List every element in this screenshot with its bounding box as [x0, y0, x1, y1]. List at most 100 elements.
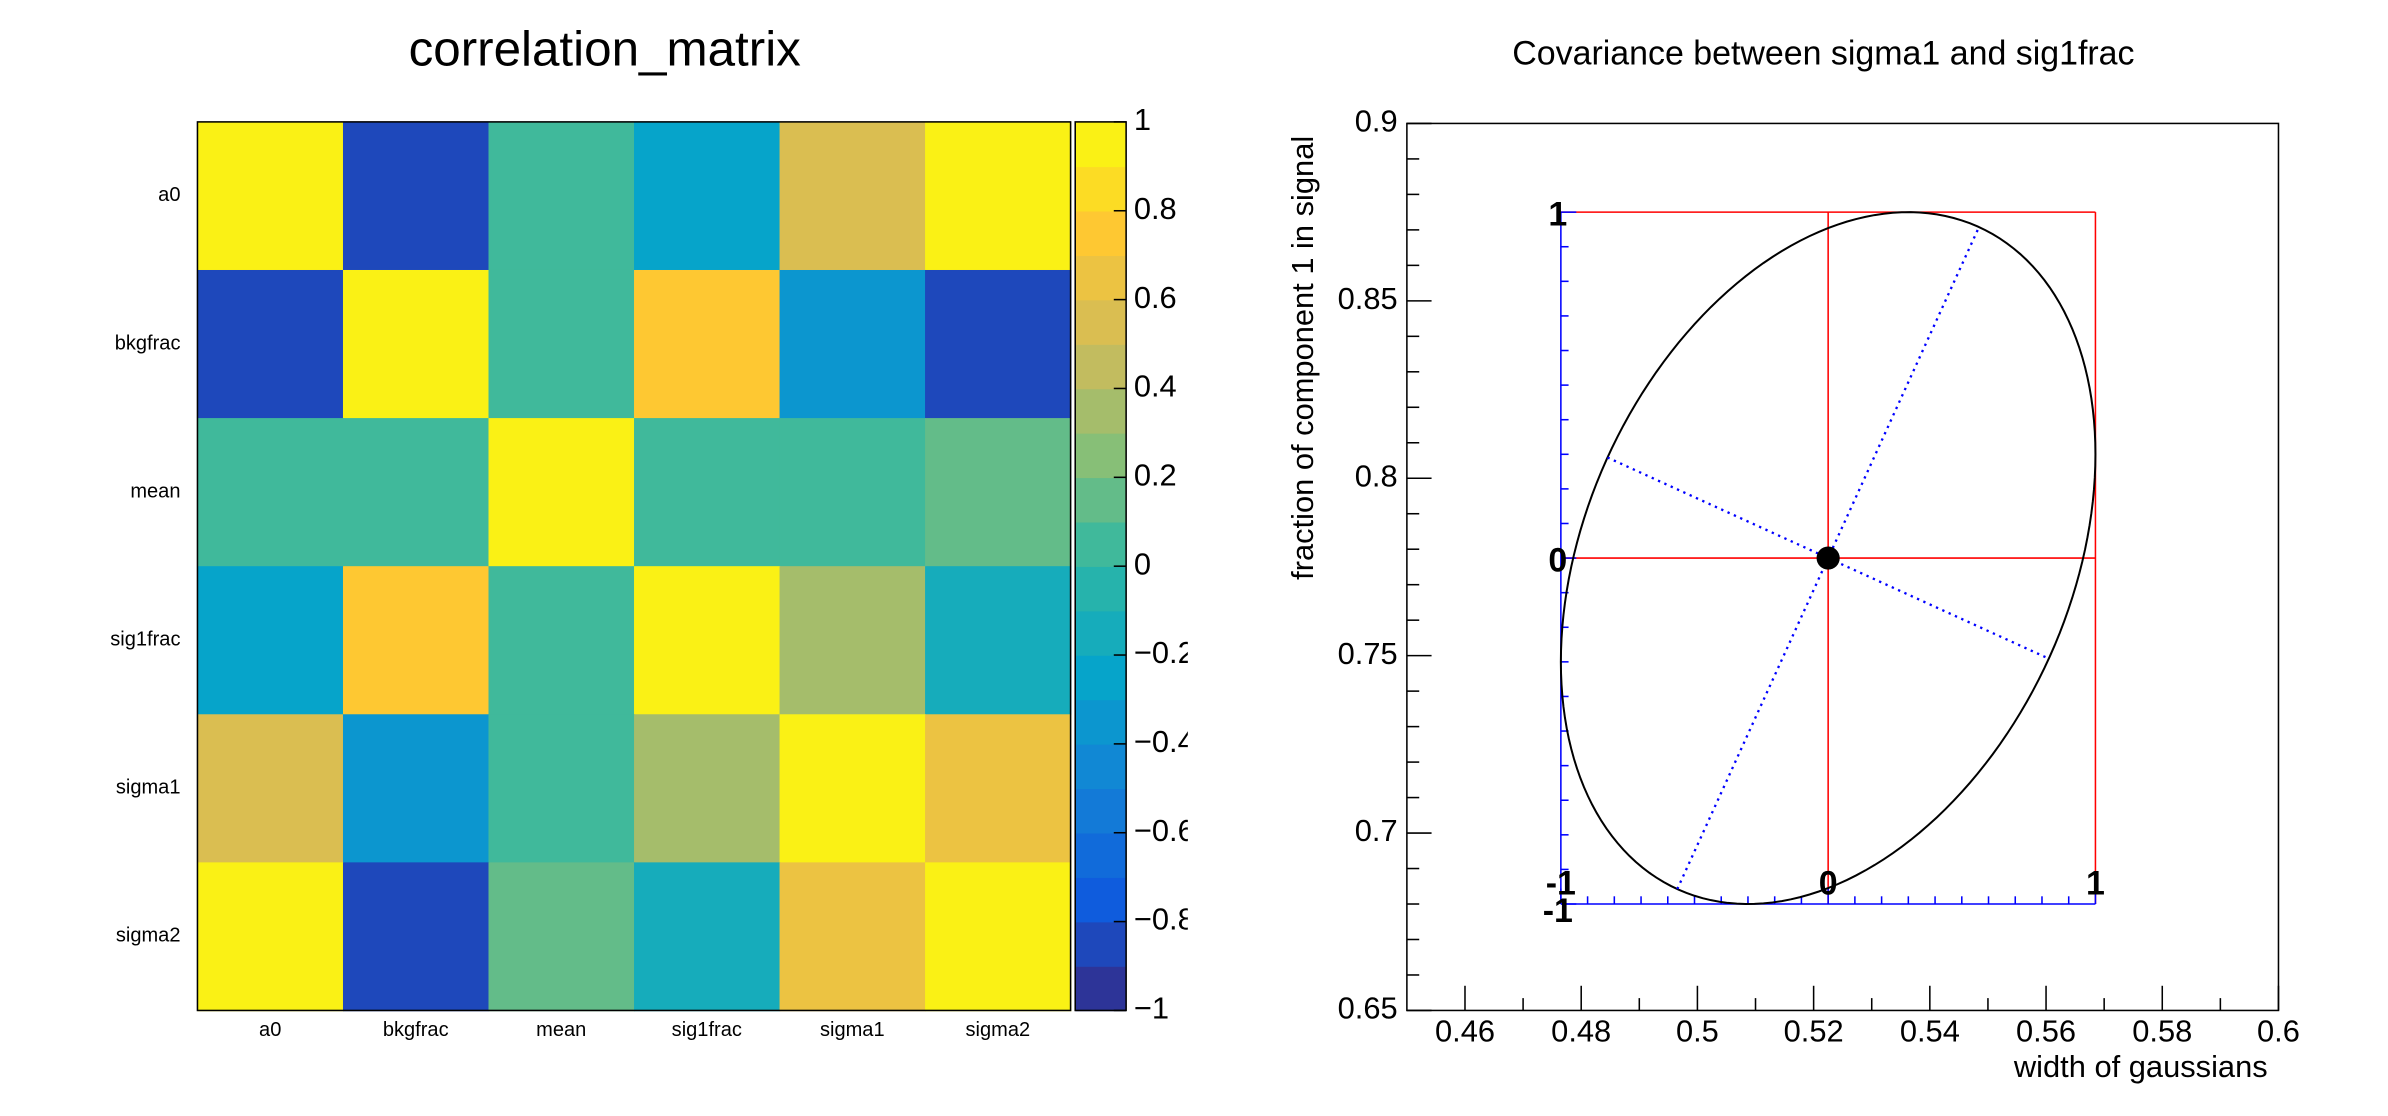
colorbar-label: 0	[1134, 546, 1151, 581]
error-ellipse	[1559, 211, 2097, 906]
colorbar-band	[1075, 432, 1127, 479]
heatmap-cell	[342, 862, 490, 1012]
colorbar-band	[1075, 699, 1127, 745]
heatmap-cell	[634, 418, 781, 567]
heatmap-cell	[634, 862, 781, 1012]
x-tick-label: 0.54	[1900, 1014, 1960, 1049]
colorbar-band	[1075, 655, 1127, 701]
inner-y-tick-label: -1	[1543, 892, 1573, 930]
x-tick-label: 0.46	[1435, 1014, 1495, 1049]
x-tick-label: bkgfrac	[383, 1019, 449, 1041]
colorbar-band	[1075, 832, 1127, 878]
heatmap-cell	[197, 566, 344, 716]
colorbar-band	[1075, 344, 1127, 390]
y-tick-label: 0.65	[1338, 991, 1398, 1026]
heatmap-cell	[634, 269, 781, 419]
heatmap-cell	[634, 566, 781, 716]
colorbar-label: 0.6	[1134, 280, 1177, 315]
colorbar-band	[1075, 388, 1127, 434]
heatmap-cell	[925, 862, 1072, 1012]
heatmap-cell	[779, 862, 926, 1012]
colorbar-label: −0.8	[1134, 902, 1195, 937]
heatmap-title: correlation_matrix	[409, 22, 802, 77]
covariance-title: Covariance between sigma1 and sig1frac	[1512, 35, 2134, 73]
colorbar-label: −0.6	[1134, 813, 1195, 848]
heatmap-cell	[342, 121, 490, 271]
colorbar-label: 0.8	[1134, 191, 1177, 226]
colorbar-band	[1075, 877, 1127, 923]
heatmap-cell	[488, 269, 635, 419]
heatmap-cell	[779, 269, 926, 419]
heatmap-cell	[342, 269, 490, 419]
plot-frame	[196, 121, 1072, 1012]
heatmap-cell	[925, 566, 1072, 716]
y-tick-label: 0.85	[1338, 281, 1398, 316]
colorbar-band	[1075, 299, 1127, 345]
y-tick-label: a0	[158, 184, 180, 206]
heatmap-cell	[779, 714, 926, 864]
heatmap-cell	[634, 714, 781, 864]
colorbar-band	[1075, 921, 1127, 967]
inner-x-tick-label: 1	[2086, 864, 2105, 902]
colorbar-band	[1075, 121, 1127, 168]
x-tick-label: sig1frac	[672, 1019, 742, 1041]
heatmap-cell	[925, 418, 1072, 567]
x-tick-label: 0.6	[2257, 1014, 2300, 1049]
colorbar-label: 0.4	[1134, 369, 1177, 404]
heatmap-cell	[634, 121, 781, 271]
heatmap-cell	[342, 418, 490, 567]
colorbar-labels: 1 0.8 0.6 0.4 0.2 0 −0.2 −0.4 −0.6 −0.8 −1	[1134, 102, 1195, 1026]
y-tick-label: sigma2	[116, 925, 181, 947]
colorbar-band	[1075, 610, 1127, 656]
principal-axis	[1607, 456, 2050, 660]
y-tick-label: 0.9	[1355, 104, 1398, 139]
y-tick-label: 0.7	[1355, 813, 1398, 848]
colorbar-band	[1075, 521, 1127, 567]
inner-y-tick-label: 0	[1548, 542, 1567, 580]
y-axis-label: fraction of component 1 in signal	[1285, 136, 1320, 580]
y-tick-label: sig1frac	[110, 629, 180, 651]
heatmap-cell	[925, 121, 1072, 271]
colorbar-label: −0.4	[1134, 724, 1195, 759]
colorbar-band	[1075, 966, 1127, 1012]
heatmap-cell	[197, 714, 344, 864]
colorbar-band	[1075, 788, 1127, 834]
colorbar-band	[1075, 477, 1127, 523]
y-tick-label: 0.75	[1338, 636, 1398, 671]
x-tick-label: mean	[536, 1019, 586, 1041]
heatmap-cell	[488, 566, 635, 716]
heatmap-cell	[488, 862, 635, 1012]
heatmap-cell	[197, 121, 344, 271]
x-tick-label: 0.58	[2132, 1014, 2192, 1049]
x-axis-label: width of gaussians	[2013, 1049, 2268, 1084]
heatmap-cell	[342, 714, 490, 864]
inner-y-tick-label: 1	[1548, 196, 1567, 234]
heatmap-cell	[779, 566, 926, 716]
heatmap-cell	[342, 566, 490, 716]
y-tick-label: mean	[130, 480, 180, 502]
colorbar-band	[1075, 743, 1127, 790]
colorbar-label: 0.2	[1134, 457, 1177, 492]
heatmap-cell	[197, 862, 344, 1012]
colorbar-label: −1	[1134, 991, 1169, 1026]
heatmap-cell	[779, 121, 926, 271]
plot-frame	[1406, 122, 2280, 1012]
x-tick-label: a0	[259, 1019, 281, 1041]
inner-x-tick-label: 0	[1819, 864, 1838, 902]
y-tick-label: bkgfrac	[115, 332, 181, 354]
heatmap-cell	[925, 714, 1072, 864]
x-tick-label: 0.56	[2016, 1014, 2076, 1049]
colorbar-band	[1075, 166, 1127, 212]
heatmap-cell	[779, 418, 926, 567]
x-tick-label: 0.48	[1551, 1014, 1611, 1049]
principal-axis	[1676, 226, 1981, 890]
x-tick-label: 0.52	[1784, 1014, 1844, 1049]
heatmap-cell	[488, 418, 635, 567]
best-fit-point	[1816, 546, 1840, 570]
heatmap-cell	[488, 121, 635, 271]
heatmap-cell	[197, 418, 344, 567]
colorbar-label: 1	[1134, 102, 1151, 137]
colorbar-band	[1075, 255, 1127, 301]
